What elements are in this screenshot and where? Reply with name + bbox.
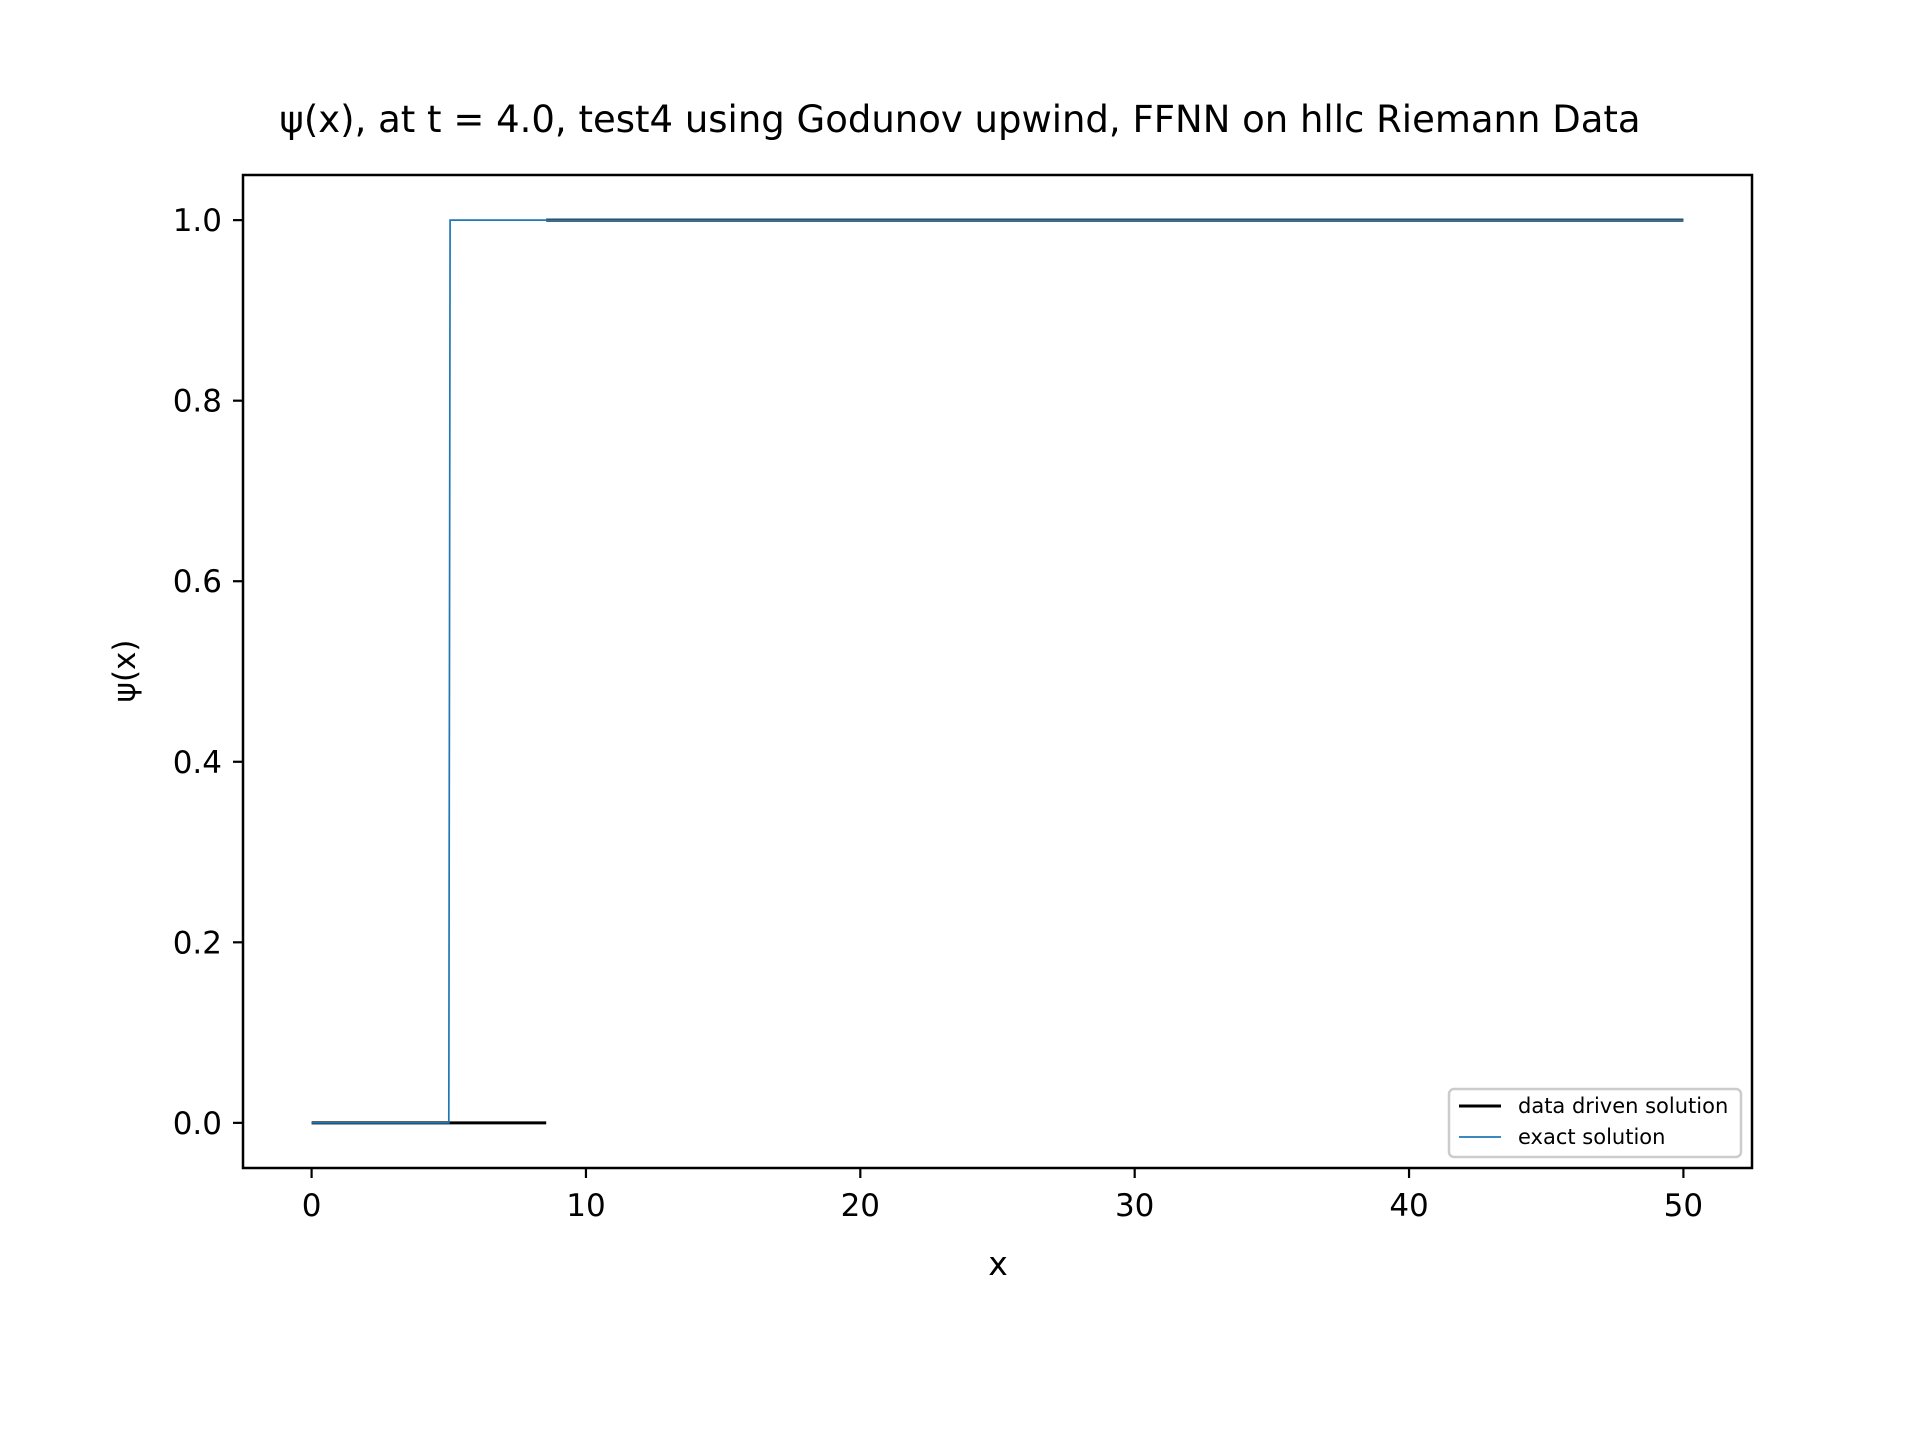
series-layer (311, 218, 1684, 1125)
x-tick-label: 10 (566, 1188, 605, 1224)
y-tick-label: 0.4 (173, 745, 222, 781)
legend-label-exact-solution: exact solution (1518, 1125, 1665, 1149)
axes-frame (241, 173, 1754, 1170)
x-tick-label: 30 (1115, 1188, 1154, 1224)
x-tick-label: 50 (1664, 1188, 1703, 1224)
chart-title: ψ(x), at t = 4.0, test4 using Godunov up… (279, 98, 1640, 141)
series-line-exact-solution (311, 219, 1684, 1124)
y-tick-label: 0.6 (173, 564, 222, 600)
y-tick-label: 1.0 (173, 203, 222, 239)
x-axis-label: x (988, 1244, 1008, 1283)
y-tick-label: 0.0 (173, 1106, 222, 1142)
x-tick-label: 40 (1389, 1188, 1428, 1224)
legend-box (1447, 1087, 1743, 1159)
x-tick-label: 0 (302, 1188, 322, 1224)
legend: data driven solution exact solution (1447, 1087, 1743, 1159)
legend-label-data-driven-solution: data driven solution (1518, 1094, 1728, 1118)
y-tick-label: 0.8 (173, 384, 222, 420)
y-axis-label: ψ(x) (107, 640, 143, 703)
y-axis-ticks: 0.0 0.2 0.4 0.6 0.8 1.0 (173, 203, 243, 1142)
y-tick-label: 0.2 (173, 925, 222, 961)
x-tick-label: 20 (841, 1188, 880, 1224)
x-axis-ticks: 0 10 20 30 40 50 (302, 1168, 1703, 1224)
